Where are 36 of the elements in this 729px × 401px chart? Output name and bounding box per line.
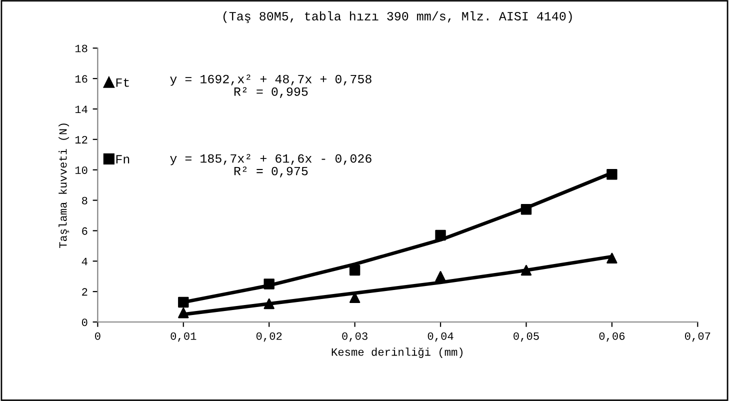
x-tick-label: 0,07: [684, 332, 710, 342]
point: [606, 252, 618, 264]
point: [264, 298, 274, 310]
point: [264, 278, 274, 290]
x-tick-label: 0,05: [514, 332, 539, 342]
point: [520, 264, 532, 276]
annotation: y = 185,7x² + 61,6x - 0,026 R² = 0,975: [170, 154, 372, 178]
x-tick-label: 0,06: [599, 332, 625, 342]
x-axis-title: Kesme derinliği (mm): [332, 348, 462, 358]
x-tick-label: 0,02: [256, 332, 282, 342]
annotation: y = 1692,x² + 48,7x + 0,758 R² = 0,995: [170, 74, 372, 98]
y-tick-label: 16: [75, 75, 88, 83]
point: [606, 169, 618, 180]
y-tick-label: 12: [75, 136, 88, 144]
point: [178, 296, 189, 308]
legend-label: Ft: [116, 78, 129, 87]
y-tick-label: 4: [82, 258, 88, 266]
point: [178, 308, 189, 318]
x-tick-label: 0,04: [428, 332, 454, 342]
y-tick-label: 10: [75, 166, 88, 174]
y-tick-label: 0: [82, 318, 88, 326]
x-tick-label: 0,01: [170, 332, 196, 342]
y-tick-label: 8: [82, 196, 88, 204]
x-tick-label: 0,03: [342, 332, 368, 342]
chart-title: (Taş 80M5, tabla hızı 390 mm/s, Mlz. AISI 4140): [223, 11, 572, 24]
point: [349, 264, 360, 276]
x-tick-label: 0: [95, 332, 100, 340]
y-tick-label: 18: [75, 44, 88, 52]
point: [435, 271, 446, 282]
y-tick-label: 14: [75, 106, 88, 114]
point: [520, 204, 532, 215]
y-tick-label: 6: [82, 227, 88, 235]
y-axis-title: Taşlama kuvveti (N): [58, 124, 70, 248]
legend-label: Fn: [116, 155, 130, 164]
point: [435, 230, 446, 241]
y-tick-label: 2: [82, 288, 88, 296]
